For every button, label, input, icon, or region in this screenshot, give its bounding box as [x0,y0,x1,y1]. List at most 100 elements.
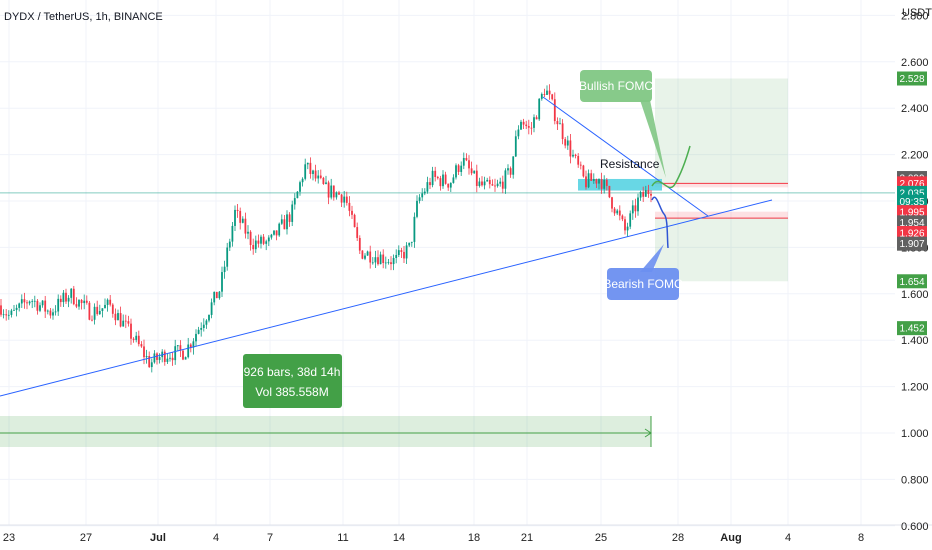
candle-body [228,241,231,248]
candle-body [208,314,210,321]
candle-body [189,344,192,348]
candle-body [88,302,91,320]
candle-body [496,183,499,187]
candle-body [33,300,36,302]
candle-body [57,298,60,312]
candle-body [488,179,491,185]
candle-body [371,262,374,264]
candle-body [273,230,275,235]
candle-body [262,236,265,244]
candle-body [507,168,509,171]
symbol-title: DYDX / TetherUS, 1h, BINANCE [4,11,163,23]
candle-body [390,262,392,265]
price-axis[interactable]: 2.8002.6002.4002.2002.0001.8001.6001.400… [897,10,929,533]
resistance-trendline [542,96,709,217]
time-tick-label: Jul [150,532,166,544]
candle-body [158,357,161,360]
time-axis[interactable]: 23 27 Jul 4 7 11 14 18 21 25 28 Aug 4 8 [3,532,864,544]
candle-body [546,90,548,95]
candle-body [156,353,158,360]
candle-body [439,178,442,187]
candle-body [421,193,424,198]
candle-body [379,254,382,265]
price-tick-label: 2.400 [901,103,929,115]
candle-body [286,214,288,230]
candle-body [215,291,218,299]
candle-body [293,198,296,205]
candle-body [598,179,600,184]
candle-body [366,251,369,256]
candle-body [98,310,101,315]
candle-body [54,311,57,313]
candle-body [330,185,333,198]
price-tag-label: 2.035 [899,188,924,199]
bullish-pointer [640,100,666,178]
candle-body [319,175,322,178]
candle-body [517,129,520,137]
candle-body [265,241,268,244]
candle-body [143,346,145,358]
price-tag [897,274,927,289]
candle-body [127,321,130,324]
candle-body [340,194,343,203]
candle-body [239,210,242,223]
candle-body [624,219,626,231]
candle-body [348,202,351,211]
candle-body [184,357,187,360]
price-tick-label: 2.800 [901,10,929,22]
candle-body [197,329,200,334]
candle-body [291,204,294,222]
candle-body [85,300,88,303]
time-tick-label: 14 [393,532,405,544]
candle-body [52,312,54,316]
candle-body [200,327,203,330]
candle-body [590,173,593,181]
candle-body [96,306,99,315]
candle-body [309,162,312,174]
bullish-callout [580,70,652,102]
candle-body [306,162,309,165]
candle-body [106,299,109,305]
price-tag [897,321,927,336]
candle-body [26,302,28,304]
candle-body [140,344,143,347]
candle-body [70,288,73,298]
candle-body [647,190,650,194]
candle-body [49,310,52,316]
candle-body [410,241,413,243]
candle-body [0,305,2,315]
candle-body [616,210,619,214]
price-tag-label: 2.528 [899,74,924,85]
candle-body [267,237,270,242]
candle-body [613,208,616,214]
bearish-pointer [640,244,664,272]
candle-body [119,313,122,327]
candle-body [387,262,390,264]
candle-body [327,182,330,198]
candle-body [174,346,177,361]
price-tag-label: 1.654 [899,277,924,288]
time-tick-label: 8 [858,532,864,544]
candle-body [218,291,221,299]
bullish-projection [651,145,691,189]
candle-body [429,182,431,186]
candle-body [543,94,546,95]
candle-body [150,362,153,368]
candle-body [452,177,455,183]
candle-body [533,117,535,128]
candle-body [564,139,567,146]
candle-body [361,250,364,259]
price-tag [897,215,927,230]
candle-body [600,179,603,189]
stop-zone [655,211,788,219]
candle-body [278,223,281,236]
candle-body [431,170,434,186]
measure-info-box [243,354,342,408]
candle-body [169,357,171,359]
candle-body [80,300,83,304]
price-tag-label: 1.954 [899,218,924,229]
candle-body [249,231,252,246]
candle-body [374,257,377,263]
candle-body [460,165,463,172]
